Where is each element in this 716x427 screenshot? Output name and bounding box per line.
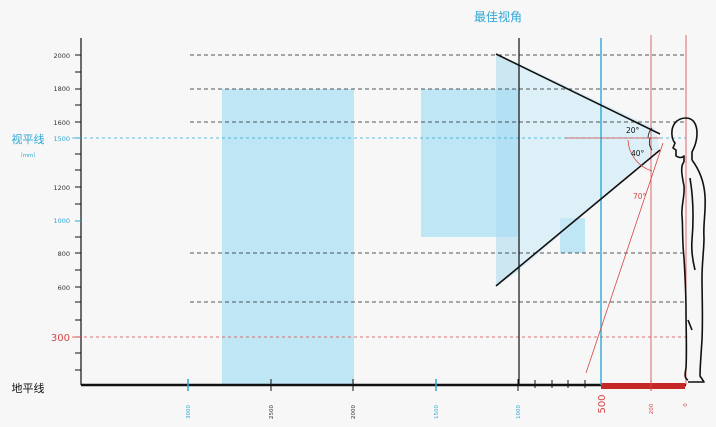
y-label-1200: 1200 xyxy=(53,184,70,192)
y-label-800: 800 xyxy=(58,250,70,258)
view-cone-fill xyxy=(520,64,660,270)
x-label-500: 500 xyxy=(597,394,608,413)
y-label-2000: 2000 xyxy=(53,52,70,60)
y-axis-ticks xyxy=(75,54,81,371)
angle-label-20: 20° xyxy=(626,126,640,135)
ground-label: 地平线 xyxy=(12,381,45,395)
angle-arc-40 xyxy=(648,137,653,151)
angle-label-40: 40° xyxy=(631,149,645,158)
y-label-1600: 1600 xyxy=(53,119,70,127)
x-label-200: 200 xyxy=(649,403,655,414)
view-plane-near xyxy=(496,54,520,286)
eye-level-unit: （mm） xyxy=(17,152,39,159)
figure-front xyxy=(680,161,689,381)
y-label-1800: 1800 xyxy=(53,85,70,93)
diagram-title: 最佳视角 xyxy=(474,9,522,24)
x-axis-ticks xyxy=(270,379,586,391)
figure-back xyxy=(688,159,707,383)
x-label-2500: 2500 xyxy=(269,405,275,419)
sight-line-70 xyxy=(585,142,664,374)
angle-label-70: 70° xyxy=(633,192,647,201)
x-label-3000: 3000 xyxy=(186,405,192,419)
angle-arc-70 xyxy=(627,139,653,172)
figure-knee xyxy=(687,319,693,331)
figure-arm xyxy=(689,177,696,271)
figure-head xyxy=(671,117,687,162)
y-label-600: 600 xyxy=(58,284,70,292)
eye-level-label: 视平线 xyxy=(12,132,45,146)
x-label-2000: 2000 xyxy=(351,405,357,419)
sight-line-lower xyxy=(495,149,661,287)
angle-arc-20 xyxy=(647,127,653,139)
y-label-300: 300 xyxy=(51,333,70,344)
y-label-1500: 1500 xyxy=(53,135,70,143)
sight-line-upper xyxy=(495,53,661,135)
human-figure xyxy=(671,117,707,383)
x-label-0: 0 xyxy=(683,403,689,407)
x-label-1000: 1000 xyxy=(516,405,522,419)
grid-lines xyxy=(190,54,686,303)
y-label-1000: 1000 xyxy=(53,217,70,225)
figure-head-back xyxy=(685,117,698,160)
ground-red-zone xyxy=(601,383,685,389)
x-label-1500: 1500 xyxy=(434,405,440,419)
display-panel-large xyxy=(222,89,354,385)
